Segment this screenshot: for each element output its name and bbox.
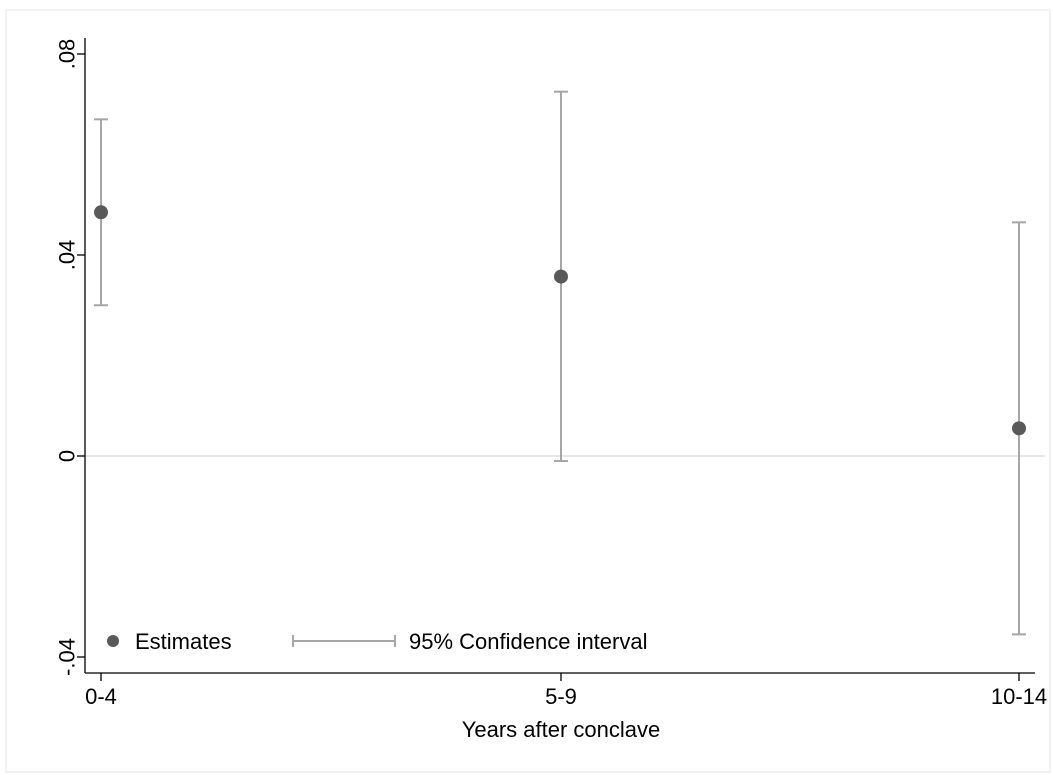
y-axis: -.04 0 .04 .08 [55, 38, 86, 676]
x-axis: 0-4 5-9 10-14 [85, 672, 1047, 709]
legend-ci-marker [292, 635, 396, 647]
x-axis-title: Years after conclave [462, 717, 661, 742]
x-tick-label-1: 5-9 [545, 684, 577, 709]
legend-estimates-label: Estimates [135, 629, 232, 654]
estimate-point-0 [94, 205, 108, 220]
estimate-point-2 [1012, 421, 1026, 436]
y-tick-label-3: .08 [55, 39, 80, 70]
y-tick-label-1: 0 [55, 450, 80, 462]
estimate-point-1 [554, 269, 568, 284]
legend-estimates-marker [107, 635, 119, 647]
estimate-points [94, 205, 1026, 436]
x-tick-label-2: 10-14 [991, 684, 1047, 709]
x-tick-label-0: 0-4 [85, 684, 117, 709]
legend: Estimates 95% Confidence interval [107, 629, 647, 654]
y-tick-label-0: -.04 [55, 638, 80, 676]
legend-ci-label: 95% Confidence interval [409, 629, 647, 654]
y-tick-label-2: .04 [55, 240, 80, 271]
figure-frame [5, 9, 1051, 773]
